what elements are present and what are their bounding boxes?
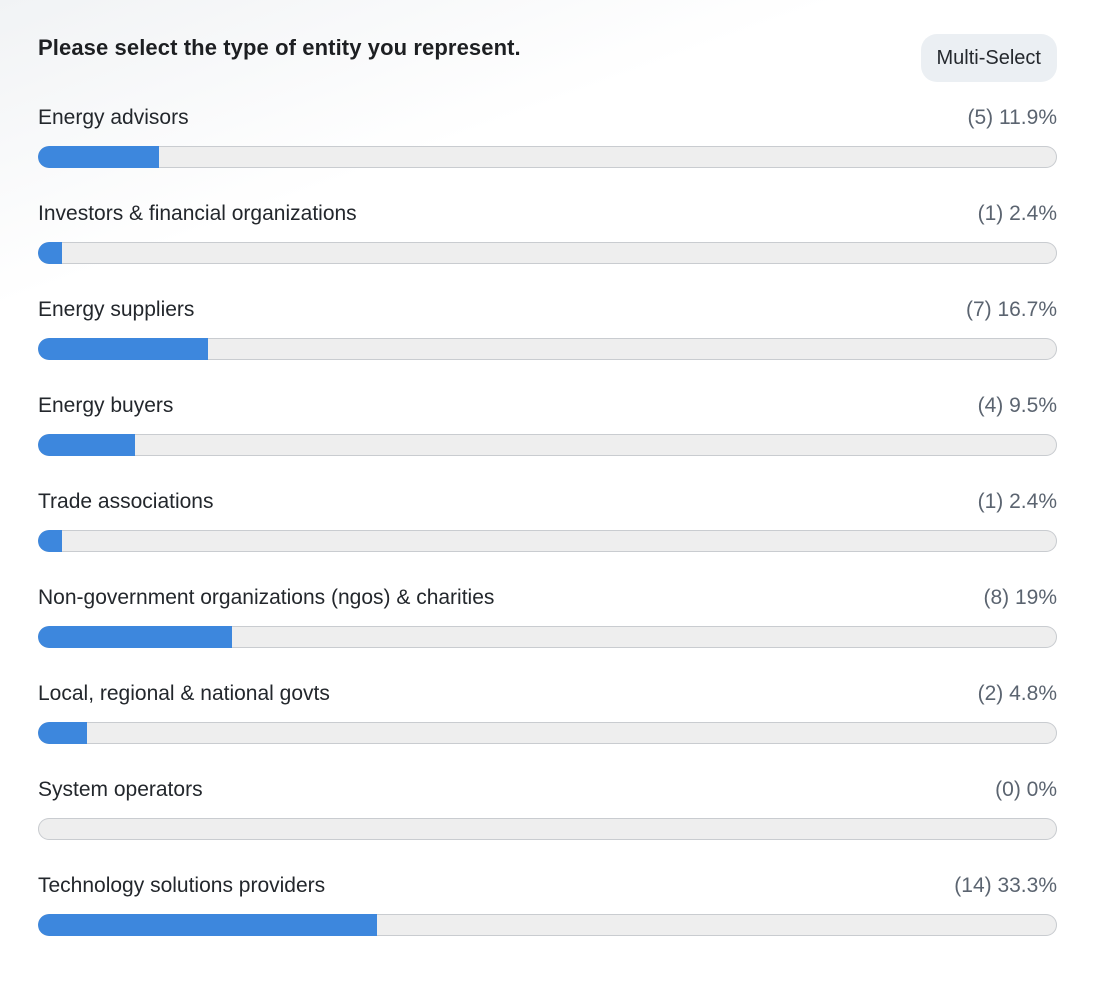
option-stat: (2) 4.8%	[977, 682, 1057, 705]
option-stat: (1) 2.4%	[977, 490, 1057, 513]
option-label: Trade associations	[38, 490, 214, 513]
option-bar-track	[38, 146, 1057, 168]
option-stat: (0) 0%	[995, 778, 1057, 801]
option-bar-track	[38, 626, 1057, 648]
option-label: System operators	[38, 778, 203, 801]
option-label: Energy advisors	[38, 106, 189, 129]
option-stat: (14) 33.3%	[954, 874, 1057, 897]
option-row: Technology solutions providers (14) 33.3%	[38, 860, 1057, 956]
option-row: Non-government organizations (ngos) & ch…	[38, 572, 1057, 668]
option-row: Energy buyers (4) 9.5%	[38, 380, 1057, 476]
option-bar-fill	[38, 626, 232, 648]
option-bar-track	[38, 434, 1057, 456]
option-bar-fill	[38, 242, 63, 264]
question-header: Please select the type of entity you rep…	[38, 0, 1057, 92]
option-bar-fill	[38, 914, 378, 936]
option-bar-fill	[38, 146, 160, 168]
option-bar-track	[38, 914, 1057, 936]
option-bar-track	[38, 242, 1057, 264]
option-bar-track	[38, 530, 1057, 552]
multi-select-badge: Multi-Select	[920, 34, 1057, 82]
option-row: Investors & financial organizations (1) 2…	[38, 188, 1057, 284]
option-bar-fill	[38, 530, 63, 552]
option-label: Technology solutions providers	[38, 874, 326, 897]
option-label: Energy suppliers	[38, 298, 195, 321]
option-label: Non-government organizations (ngos) & ch…	[38, 586, 495, 609]
option-row: System operators (0) 0%	[38, 764, 1057, 860]
option-row: Trade associations (1) 2.4%	[38, 476, 1057, 572]
option-stat: (5) 11.9%	[967, 106, 1058, 129]
option-bar-track	[38, 818, 1057, 840]
option-stat: (8) 19%	[983, 586, 1057, 609]
option-bar-fill	[38, 434, 135, 456]
option-stat: (4) 9.5%	[977, 394, 1057, 417]
option-label: Local, regional & national govts	[38, 682, 330, 705]
option-bar-fill	[38, 338, 209, 360]
option-row: Local, regional & national govts (2) 4.8%	[38, 668, 1057, 764]
option-row: Energy suppliers (7) 16.7%	[38, 284, 1057, 380]
option-label: Energy buyers	[38, 394, 174, 417]
option-bar-track	[38, 338, 1057, 360]
option-stat: (7) 16.7%	[965, 298, 1057, 321]
option-label: Investors & financial organizations	[38, 202, 357, 225]
option-bar-fill	[38, 722, 87, 744]
option-list: Energy advisors (5) 11.9% Investors & fina…	[38, 92, 1057, 956]
question-title: Please select the type of entity you rep…	[38, 35, 521, 60]
option-bar-track	[38, 722, 1057, 744]
option-stat: (1) 2.4%	[977, 202, 1057, 225]
option-row: Energy advisors (5) 11.9%	[38, 92, 1057, 188]
